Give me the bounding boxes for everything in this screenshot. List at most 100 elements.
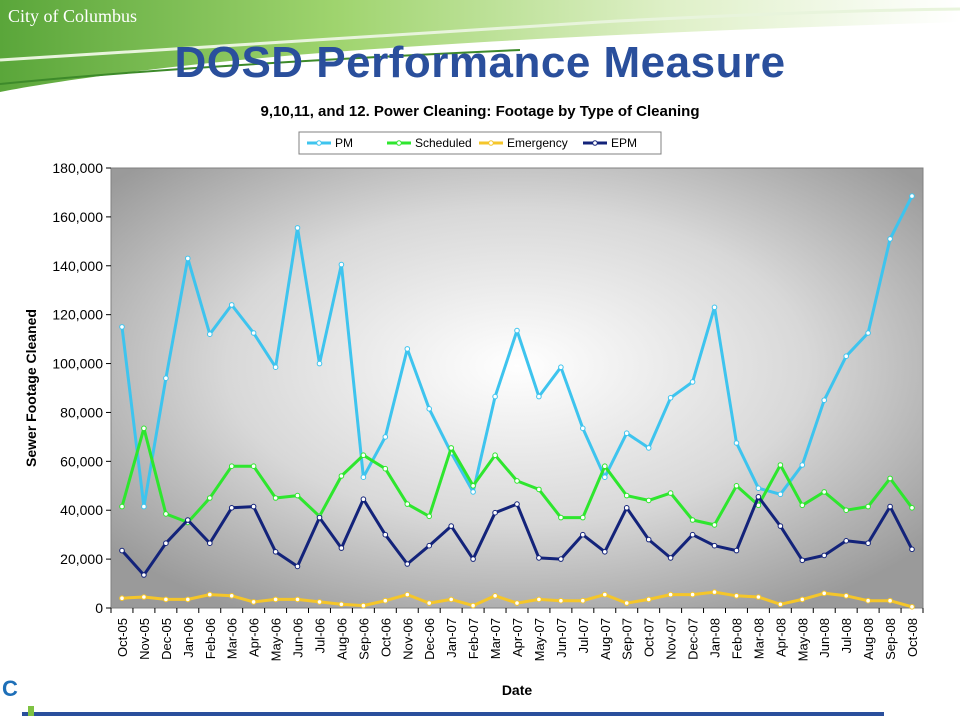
x-tick-label: Dec-06 [422, 618, 437, 660]
data-point [272, 364, 279, 371]
legend-marker [592, 140, 598, 146]
x-tick-label: May-07 [532, 618, 547, 661]
data-point [404, 561, 411, 567]
footer-mark [28, 706, 34, 716]
side-logo-fragment: C [2, 676, 18, 701]
series-pm [119, 193, 915, 510]
data-point [141, 594, 147, 600]
data-point [558, 514, 564, 521]
x-tick-label: Mar-08 [751, 618, 766, 659]
data-point [602, 463, 608, 470]
legend-label: EPM [611, 136, 637, 150]
data-point [382, 465, 389, 472]
x-tick-label: Jun-08 [817, 618, 832, 658]
chart-container: 9,10,11, and 12. Power Cleaning: Footage… [22, 94, 940, 710]
data-point [470, 483, 476, 489]
data-point [338, 545, 345, 551]
data-point [711, 304, 718, 311]
x-tick-label: May-08 [795, 618, 810, 661]
data-point [667, 555, 674, 561]
data-point [689, 591, 696, 598]
data-point [382, 597, 389, 604]
x-tick-label: Jun-07 [554, 618, 569, 658]
data-point [689, 531, 696, 538]
data-point [250, 599, 257, 605]
data-point [163, 375, 169, 382]
data-point [470, 602, 476, 609]
x-tick-label: Sep-08 [883, 618, 898, 660]
x-tick-label: Mar-07 [488, 618, 503, 659]
x-tick-label: Nov-06 [400, 618, 415, 660]
data-point [382, 434, 389, 440]
data-point [119, 595, 125, 602]
data-point [777, 462, 784, 468]
x-tick-label: Jul-07 [576, 618, 591, 653]
x-tick-label: Nov-07 [664, 618, 679, 660]
data-point [294, 596, 301, 603]
data-point [426, 542, 433, 549]
data-point [821, 590, 828, 597]
data-point [338, 473, 345, 479]
legend-item-pm: PM [307, 136, 353, 150]
data-point [514, 600, 520, 606]
x-tick-label: Jan-06 [181, 618, 196, 658]
data-point [272, 549, 279, 555]
plot-area [110, 167, 924, 609]
data-point [404, 591, 411, 598]
data-point [645, 497, 652, 504]
x-tick-label: Sep-07 [620, 618, 635, 660]
data-point [382, 531, 389, 538]
x-tick-label: Oct-06 [378, 618, 393, 657]
x-tick-label: Jan-07 [444, 618, 459, 658]
data-point [207, 495, 213, 501]
x-tick-label: Feb-07 [466, 618, 481, 659]
data-point [623, 492, 630, 499]
data-point [865, 597, 871, 604]
data-point [843, 538, 850, 544]
data-point [228, 463, 235, 470]
x-tick-label: May-06 [269, 618, 284, 661]
data-point [536, 393, 542, 400]
y-axis-label: Sewer Footage Cleaned [23, 309, 39, 467]
data-point [119, 324, 125, 330]
legend-label: Scheduled [415, 136, 472, 150]
data-point [821, 489, 828, 495]
org-name: City of Columbus [8, 6, 138, 26]
data-point [865, 330, 871, 336]
data-point [514, 478, 520, 484]
data-point [821, 397, 828, 404]
y-tick-label: 140,000 [52, 258, 103, 274]
data-point [667, 395, 674, 401]
data-point [755, 494, 762, 500]
data-point [514, 327, 520, 334]
x-tick-label: Mar-06 [225, 618, 240, 659]
data-point [228, 505, 235, 511]
data-point [887, 236, 893, 242]
data-point [755, 594, 762, 600]
data-point [404, 346, 411, 352]
data-point [602, 474, 608, 481]
data-point [821, 552, 828, 559]
data-point [602, 549, 608, 555]
data-point [623, 600, 630, 606]
data-point [492, 393, 498, 400]
data-point [207, 540, 213, 547]
y-tick-label: 80,000 [60, 404, 103, 420]
legend-item-epm: EPM [583, 136, 637, 150]
data-point [755, 485, 762, 492]
x-tick-label: Dec-07 [686, 618, 701, 660]
data-point [865, 540, 871, 547]
y-tick-label: 0 [95, 600, 103, 616]
data-point [536, 555, 542, 561]
y-axis: 0 20,000 40,000 60,000 80,000 100,000 120,000 1… [52, 160, 111, 616]
data-point [733, 593, 740, 599]
legend-item-scheduled: Scheduled [387, 136, 472, 150]
data-point [799, 462, 806, 468]
y-tick-label: 160,000 [52, 209, 103, 225]
y-tick-label: 120,000 [52, 307, 103, 323]
data-point [492, 593, 498, 599]
x-tick-label: Jul-08 [839, 618, 854, 653]
data-point [360, 474, 367, 481]
data-point [909, 193, 915, 199]
data-point [843, 507, 850, 514]
